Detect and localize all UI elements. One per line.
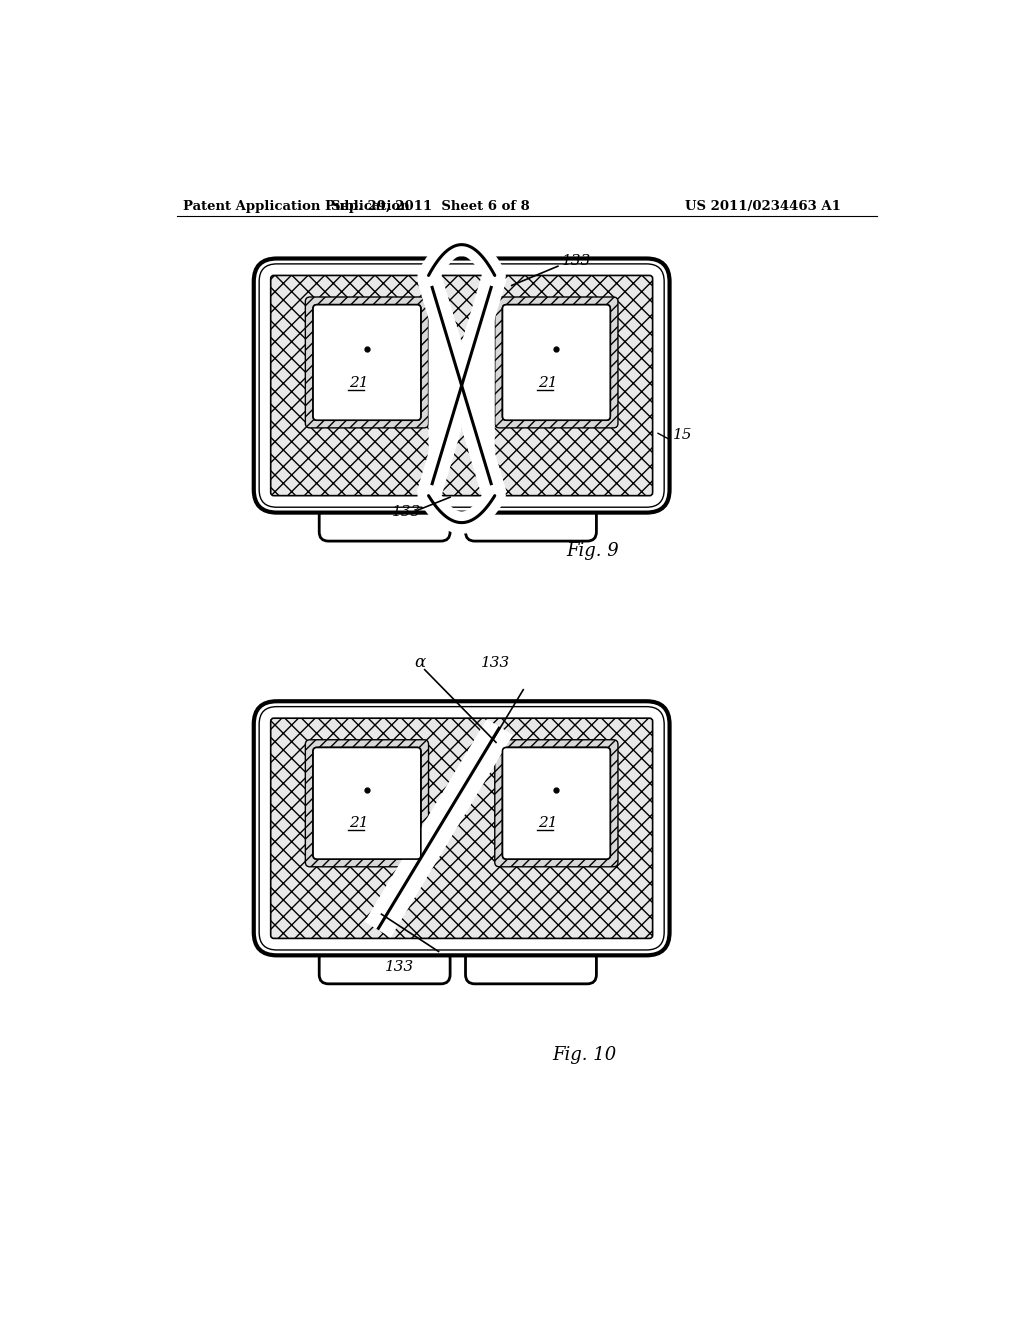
Text: 21: 21 [348, 376, 368, 391]
FancyBboxPatch shape [466, 507, 596, 541]
Text: 21: 21 [538, 816, 557, 830]
FancyBboxPatch shape [313, 747, 421, 859]
FancyBboxPatch shape [270, 718, 652, 939]
FancyBboxPatch shape [319, 507, 451, 541]
Text: 21: 21 [348, 816, 368, 830]
Text: US 2011/0234463 A1: US 2011/0234463 A1 [685, 199, 841, 213]
Text: 21: 21 [538, 376, 557, 391]
FancyBboxPatch shape [503, 747, 610, 859]
FancyBboxPatch shape [270, 276, 652, 496]
Polygon shape [462, 276, 495, 496]
FancyBboxPatch shape [495, 739, 617, 867]
Text: Patent Application Publication: Patent Application Publication [183, 199, 410, 213]
Text: 133: 133 [385, 960, 414, 974]
FancyBboxPatch shape [254, 701, 670, 956]
Text: Fig. 9: Fig. 9 [566, 543, 618, 560]
Text: Fig. 10: Fig. 10 [553, 1047, 617, 1064]
Text: 133: 133 [562, 253, 591, 268]
FancyBboxPatch shape [305, 297, 429, 428]
FancyBboxPatch shape [503, 305, 610, 420]
Text: 21: 21 [348, 816, 368, 830]
FancyBboxPatch shape [254, 259, 670, 512]
Text: 21: 21 [348, 376, 368, 391]
FancyBboxPatch shape [305, 739, 429, 867]
FancyBboxPatch shape [313, 747, 421, 859]
FancyBboxPatch shape [503, 305, 610, 420]
FancyBboxPatch shape [466, 949, 596, 983]
Text: 21: 21 [538, 376, 557, 391]
Text: 133: 133 [392, 506, 422, 520]
Text: 21: 21 [538, 816, 557, 830]
FancyBboxPatch shape [495, 297, 617, 428]
FancyBboxPatch shape [319, 949, 451, 983]
Text: 15: 15 [674, 429, 693, 442]
FancyBboxPatch shape [313, 305, 421, 420]
Text: α: α [414, 653, 425, 671]
FancyBboxPatch shape [503, 747, 610, 859]
FancyBboxPatch shape [313, 305, 421, 420]
Text: 133: 133 [481, 656, 510, 669]
Polygon shape [429, 276, 462, 496]
Text: Sep. 29, 2011  Sheet 6 of 8: Sep. 29, 2011 Sheet 6 of 8 [332, 199, 530, 213]
